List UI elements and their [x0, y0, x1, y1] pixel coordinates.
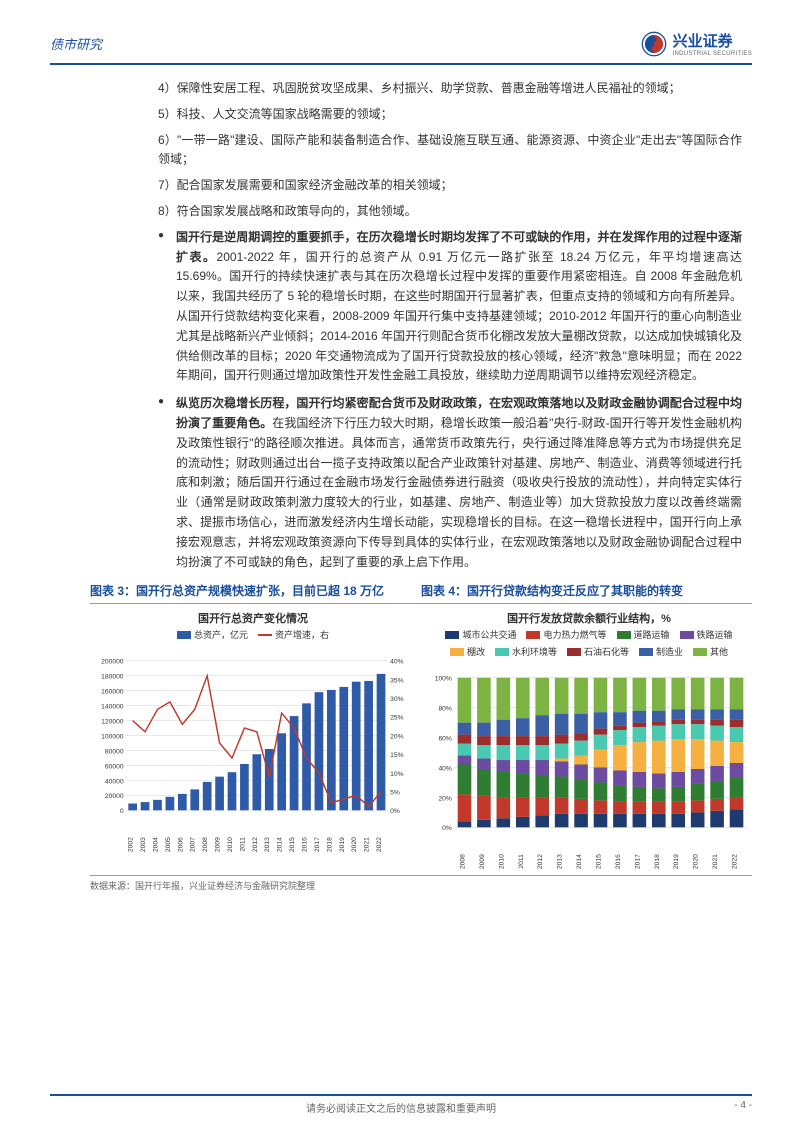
- svg-text:2019: 2019: [339, 837, 346, 852]
- svg-text:2018: 2018: [654, 854, 661, 869]
- svg-text:2012: 2012: [252, 837, 259, 852]
- svg-text:160000: 160000: [101, 689, 124, 696]
- svg-text:2017: 2017: [634, 854, 641, 869]
- svg-text:2005: 2005: [165, 837, 172, 852]
- svg-text:35%: 35%: [390, 678, 403, 685]
- svg-text:40%: 40%: [438, 766, 451, 773]
- svg-text:40000: 40000: [105, 779, 124, 786]
- svg-text:2016: 2016: [615, 854, 622, 869]
- svg-text:20%: 20%: [438, 796, 451, 803]
- chart3-subtitle: 国开行总资产变化情况: [90, 610, 416, 626]
- svg-text:2014: 2014: [277, 837, 284, 852]
- svg-text:180000: 180000: [101, 674, 124, 681]
- para-6: 6）"一带一路"建设、国际产能和装备制造合作、基础设施互联互通、能源资源、中资企…: [158, 131, 742, 171]
- svg-text:30%: 30%: [390, 696, 403, 703]
- chart3-title: 图表 3：国开行总资产规模快速扩张，目前已超 18 万亿: [90, 582, 421, 599]
- para-4: 4）保障性安居工程、巩固脱贫攻坚成果、乡村振兴、助学贷款、普惠金融等增进人民福祉…: [158, 79, 742, 99]
- bullet-1-rest: 2001-2022 年，国开行的总资产从 0.91 万亿元一路扩张至 18.24…: [176, 250, 742, 383]
- svg-text:2015: 2015: [289, 837, 296, 852]
- chart4-svg: 0% 20% 40% 60% 80% 100% 2008 2009 2010 2011 2012 20…: [426, 660, 752, 870]
- page-number: - 4 -: [712, 1100, 752, 1115]
- charts-row: 国开行总资产变化情况 总资产，亿元 资产增速，右 0 20000 40000 6000…: [90, 603, 752, 873]
- svg-text:2021: 2021: [712, 854, 719, 869]
- svg-text:2010: 2010: [227, 837, 234, 852]
- svg-text:40%: 40%: [390, 659, 403, 666]
- chart3-svg: 0 20000 40000 60000 80000 100000 120000 140000 1…: [90, 643, 416, 853]
- bullet-2: 纵览历次稳增长历程，国开行均紧密配合货币及财政政策，在宏观政策落地以及财政金融协…: [158, 394, 742, 572]
- svg-text:2009: 2009: [215, 837, 222, 852]
- para-8: 8）符合国家发展战略和政策导向的，其他领域。: [158, 202, 742, 222]
- logo-text-en: INDUSTRIAL SECURITIES: [673, 51, 752, 57]
- chart3-panel: 国开行总资产变化情况 总资产，亿元 资产增速，右 0 20000 40000 6000…: [90, 610, 416, 873]
- chart4-subtitle: 国开行发放贷款余额行业结构，%: [426, 610, 752, 626]
- section-title: 债市研究: [50, 34, 102, 53]
- svg-text:2006: 2006: [177, 837, 184, 852]
- svg-text:2013: 2013: [264, 837, 271, 852]
- svg-text:2003: 2003: [140, 837, 147, 852]
- svg-text:2016: 2016: [302, 837, 309, 852]
- para-7: 7）配合国家发展需要和国家经济金融改革的相关领域；: [158, 176, 742, 196]
- svg-text:2022: 2022: [732, 854, 739, 869]
- svg-text:0%: 0%: [390, 809, 400, 816]
- svg-text:20000: 20000: [105, 794, 124, 801]
- svg-text:100000: 100000: [101, 734, 124, 741]
- svg-text:2011: 2011: [518, 854, 525, 869]
- svg-text:2010: 2010: [498, 854, 505, 869]
- chart-source: 数据来源：国开行年报，兴业证券经济与金融研究院整理: [90, 875, 752, 892]
- svg-text:10%: 10%: [390, 771, 403, 778]
- svg-text:2011: 2011: [239, 837, 246, 852]
- svg-text:140000: 140000: [101, 704, 124, 711]
- svg-text:2004: 2004: [152, 837, 159, 852]
- chart3-legend-bar: 总资产，亿元: [194, 628, 248, 641]
- svg-text:2019: 2019: [673, 854, 680, 869]
- svg-text:80000: 80000: [105, 749, 124, 756]
- svg-text:25%: 25%: [390, 715, 403, 722]
- svg-text:200000: 200000: [101, 659, 124, 666]
- page-header: 债市研究 兴业证券 INDUSTRIAL SECURITIES: [50, 30, 752, 65]
- logo-text-cn: 兴业证券: [673, 30, 752, 51]
- svg-text:80%: 80%: [438, 706, 451, 713]
- svg-text:2012: 2012: [537, 854, 544, 869]
- para-5: 5）科技、人文交流等国家战略需要的领域；: [158, 105, 742, 125]
- bullet-1: 国开行是逆周期调控的重要抓手，在历次稳增长时期均发挥了不可或缺的作用，并在发挥作…: [158, 228, 742, 386]
- svg-text:60%: 60%: [438, 736, 451, 743]
- logo-icon: [641, 31, 667, 57]
- svg-text:2008: 2008: [459, 854, 466, 869]
- svg-text:2018: 2018: [326, 837, 333, 852]
- svg-text:60000: 60000: [105, 764, 124, 771]
- svg-text:2015: 2015: [596, 854, 603, 869]
- svg-text:2013: 2013: [557, 854, 564, 869]
- svg-text:0%: 0%: [442, 826, 452, 833]
- svg-text:2007: 2007: [190, 837, 197, 852]
- svg-text:2021: 2021: [364, 837, 371, 852]
- chart4-panel: 国开行发放贷款余额行业结构，% 城市公共交通电力热力燃气等道路运输铁路运输棚改水…: [426, 610, 752, 873]
- svg-text:5%: 5%: [390, 790, 400, 797]
- svg-text:120000: 120000: [101, 719, 124, 726]
- svg-text:2020: 2020: [693, 854, 700, 869]
- svg-text:2009: 2009: [479, 854, 486, 869]
- chart3-legend: 总资产，亿元 资产增速，右: [90, 628, 416, 641]
- chart-titles-row: 图表 3：国开行总资产规模快速扩张，目前已超 18 万亿 图表 4：国开行贷款结…: [90, 582, 752, 599]
- svg-text:2020: 2020: [351, 837, 358, 852]
- page-footer: 请务必阅读正文之后的信息披露和重要声明 - 4 -: [50, 1094, 752, 1115]
- svg-text:2017: 2017: [314, 837, 321, 852]
- svg-text:2014: 2014: [576, 854, 583, 869]
- svg-text:100%: 100%: [435, 676, 452, 683]
- svg-text:15%: 15%: [390, 752, 403, 759]
- footer-text: 请务必阅读正文之后的信息披露和重要声明: [90, 1100, 712, 1115]
- svg-text:0: 0: [120, 809, 124, 816]
- chart4-legend: 城市公共交通电力热力燃气等道路运输铁路运输棚改水利环境等石油石化等制造业其他: [426, 628, 752, 658]
- chart4-title: 图表 4：国开行贷款结构变迁反应了其职能的转变: [421, 582, 752, 599]
- svg-text:2008: 2008: [202, 837, 209, 852]
- chart3-legend-line: 资产增速，右: [275, 628, 329, 641]
- svg-text:2022: 2022: [376, 837, 383, 852]
- svg-text:20%: 20%: [390, 734, 403, 741]
- bullet-2-rest: 在我国经济下行压力较大时期，稳增长政策一般沿着"央行-财政-国开行等开发性金融机…: [176, 416, 742, 569]
- svg-text:2002: 2002: [128, 837, 135, 852]
- company-logo: 兴业证券 INDUSTRIAL SECURITIES: [641, 30, 752, 57]
- body-content: 4）保障性安居工程、巩固脱贫攻坚成果、乡村振兴、助学贷款、普惠金融等增进人民福祉…: [158, 79, 742, 572]
